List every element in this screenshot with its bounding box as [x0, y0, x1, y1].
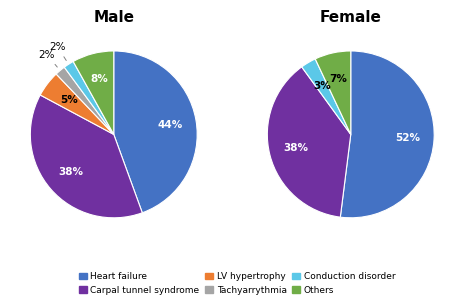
- Text: 38%: 38%: [58, 166, 83, 177]
- Text: 8%: 8%: [91, 75, 109, 85]
- Wedge shape: [114, 51, 197, 213]
- Wedge shape: [40, 74, 114, 134]
- Wedge shape: [315, 51, 351, 134]
- Wedge shape: [302, 59, 351, 134]
- Wedge shape: [340, 51, 434, 218]
- Wedge shape: [64, 62, 114, 134]
- Text: 7%: 7%: [329, 74, 347, 84]
- Title: Female: Female: [320, 10, 382, 25]
- Legend: Heart failure, Carpal tunnel syndrome, LV hypertrophy, Tachyarrythmia, Conductio: Heart failure, Carpal tunnel syndrome, L…: [76, 270, 398, 297]
- Wedge shape: [267, 67, 351, 217]
- Text: 2%: 2%: [38, 50, 57, 67]
- Wedge shape: [73, 51, 114, 134]
- Text: 52%: 52%: [395, 133, 420, 143]
- Text: 3%: 3%: [313, 81, 331, 91]
- Wedge shape: [56, 67, 114, 134]
- Wedge shape: [30, 95, 142, 218]
- Text: 38%: 38%: [283, 143, 308, 153]
- Text: 5%: 5%: [60, 95, 77, 105]
- Title: Male: Male: [93, 10, 134, 25]
- Text: 44%: 44%: [157, 120, 182, 130]
- Text: 2%: 2%: [49, 42, 66, 60]
